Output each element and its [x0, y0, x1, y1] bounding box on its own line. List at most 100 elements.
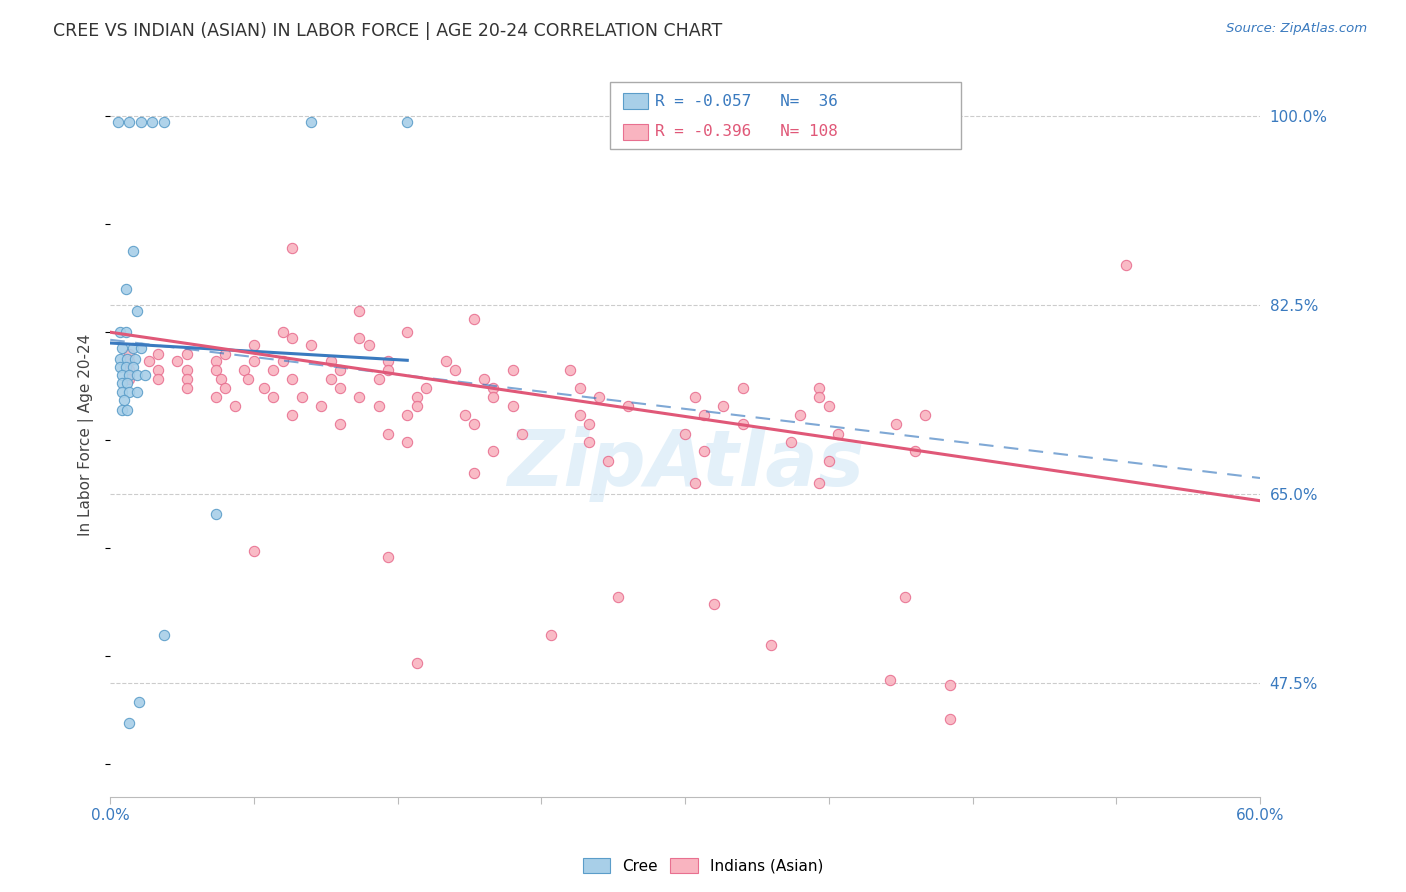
Point — [761, 639, 783, 653]
Point — [166, 354, 188, 368]
Text: Source: ZipAtlas.com: Source: ZipAtlas.com — [1226, 22, 1367, 36]
Point — [434, 354, 457, 368]
Point — [243, 544, 266, 558]
Point — [125, 303, 148, 318]
Point — [301, 114, 323, 128]
Point — [673, 426, 696, 441]
Point — [683, 476, 706, 491]
Point — [502, 363, 524, 377]
Point — [124, 352, 146, 367]
Point — [560, 363, 582, 377]
Point — [118, 347, 141, 361]
Point — [693, 409, 716, 423]
Point — [808, 381, 831, 395]
Point — [349, 330, 371, 344]
Point — [463, 466, 485, 480]
Point — [329, 363, 352, 377]
Point — [176, 363, 198, 377]
Point — [349, 390, 371, 404]
Point — [262, 390, 284, 404]
Point — [396, 435, 419, 450]
Point — [176, 381, 198, 395]
Point — [703, 598, 725, 612]
Point — [118, 716, 141, 731]
Point — [540, 627, 562, 641]
Point — [693, 444, 716, 458]
Point — [122, 244, 145, 259]
Point — [349, 303, 371, 318]
Point — [454, 409, 477, 423]
Point — [111, 368, 134, 383]
Point — [114, 359, 136, 374]
Point — [463, 417, 485, 431]
Point — [808, 476, 831, 491]
Point — [568, 381, 591, 395]
Point — [607, 590, 630, 604]
Point — [396, 114, 419, 128]
Point — [938, 678, 960, 692]
FancyBboxPatch shape — [623, 94, 648, 109]
Point — [291, 390, 314, 404]
Point — [789, 409, 811, 423]
Point — [233, 363, 256, 377]
Point — [502, 399, 524, 413]
Point — [111, 384, 134, 399]
Point — [128, 695, 150, 709]
Point — [114, 282, 136, 296]
Point — [319, 354, 342, 368]
Point — [111, 376, 134, 390]
Point — [731, 381, 754, 395]
Point — [117, 376, 139, 390]
Point — [146, 363, 169, 377]
Text: ZipAtlas: ZipAtlas — [506, 425, 863, 502]
Point — [482, 444, 505, 458]
Y-axis label: In Labor Force | Age 20-24: In Labor Force | Age 20-24 — [79, 334, 94, 536]
Point — [108, 359, 131, 374]
Point — [367, 372, 389, 386]
Point — [367, 399, 389, 413]
Point — [214, 381, 236, 395]
Point — [510, 426, 533, 441]
Point — [808, 390, 831, 404]
Point — [176, 372, 198, 386]
Point — [319, 372, 342, 386]
Point — [598, 454, 620, 468]
Text: CREE VS INDIAN (ASIAN) IN LABOR FORCE | AGE 20-24 CORRELATION CHART: CREE VS INDIAN (ASIAN) IN LABOR FORCE | … — [53, 22, 723, 40]
Point — [578, 417, 600, 431]
FancyBboxPatch shape — [610, 82, 962, 149]
Point — [329, 381, 352, 395]
Point — [377, 363, 399, 377]
Text: R = -0.396   N= 108: R = -0.396 N= 108 — [655, 124, 838, 139]
Point — [482, 381, 505, 395]
Point — [118, 384, 141, 399]
Point — [444, 363, 467, 377]
Point — [118, 354, 141, 368]
Point — [568, 409, 591, 423]
Point — [243, 354, 266, 368]
Point — [482, 390, 505, 404]
Point — [214, 347, 236, 361]
Point — [683, 390, 706, 404]
Point — [1115, 258, 1137, 272]
Point — [118, 368, 141, 383]
Point — [377, 354, 399, 368]
Point — [262, 363, 284, 377]
Point — [118, 372, 141, 386]
Point — [134, 368, 156, 383]
Point — [914, 409, 936, 423]
Point — [405, 399, 427, 413]
Point — [146, 347, 169, 361]
FancyBboxPatch shape — [623, 124, 648, 139]
Point — [129, 342, 152, 356]
Point — [377, 549, 399, 564]
Point — [884, 417, 907, 431]
Point — [616, 399, 638, 413]
Point — [938, 712, 960, 726]
Point — [301, 338, 323, 352]
Point — [415, 381, 437, 395]
Point — [176, 347, 198, 361]
Point — [209, 372, 232, 386]
Point — [405, 656, 427, 670]
Point — [204, 363, 226, 377]
Point — [396, 325, 419, 339]
